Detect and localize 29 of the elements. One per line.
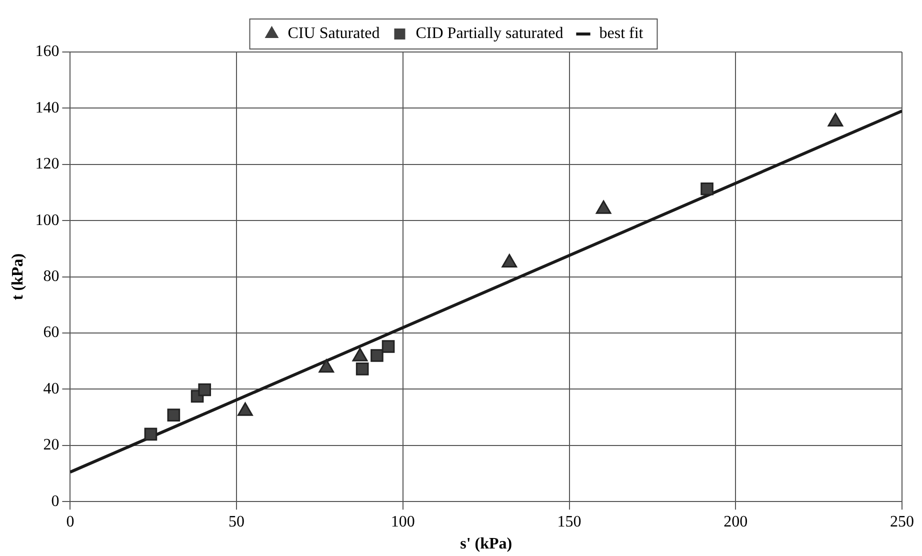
- point: [502, 254, 518, 268]
- point: [198, 383, 212, 396]
- y-tick-label: 140: [35, 99, 60, 116]
- point: [370, 349, 384, 362]
- x-tick-label: 150: [557, 513, 582, 530]
- y-tick-label: 40: [43, 380, 60, 398]
- y-tick-label: 120: [35, 156, 60, 173]
- x-tick-label: 50: [228, 513, 245, 530]
- point: [828, 112, 844, 126]
- y-tick-label: 0: [51, 492, 60, 510]
- legend-label: CIU Saturated: [288, 25, 380, 42]
- y-tick-label: 60: [43, 324, 60, 342]
- x-tick-label: 200: [724, 513, 748, 530]
- x-tick-label: 0: [66, 513, 74, 530]
- point: [382, 340, 395, 353]
- point: [167, 408, 180, 422]
- point: [356, 362, 369, 376]
- legend-label: CID Partially saturated: [416, 25, 564, 42]
- y-tick-label: 80: [43, 268, 60, 286]
- y-tick-label: 160: [35, 43, 60, 60]
- x-tick-label: 250: [890, 513, 914, 530]
- y-tick-label: 100: [35, 212, 60, 229]
- y-axis-title: t (kPa): [10, 253, 27, 300]
- legend-label: best fit: [599, 25, 644, 42]
- point: [144, 428, 158, 441]
- y-tick-label: 20: [43, 436, 60, 454]
- x-tick-label: 100: [390, 513, 415, 530]
- point: [596, 200, 612, 214]
- x-axis-title: s' (kPa): [460, 536, 512, 553]
